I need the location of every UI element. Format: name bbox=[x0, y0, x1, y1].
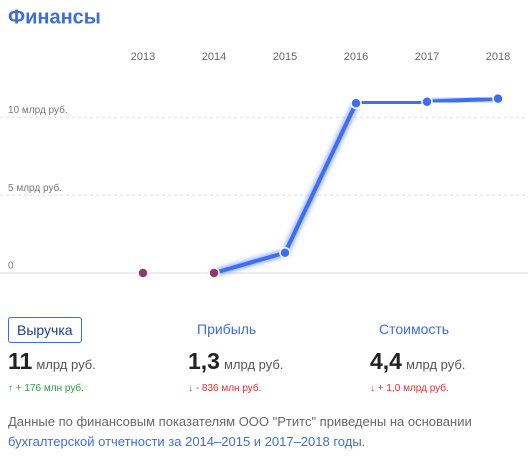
line-segment bbox=[354, 99, 429, 106]
metric-unit: млрд руб. bbox=[405, 357, 466, 372]
x-tick-label: 2016 bbox=[344, 51, 368, 63]
tab[interactable]: Выручка bbox=[8, 317, 82, 343]
y-tick-label: 5 млрд руб. bbox=[8, 182, 62, 194]
chart-title: Финансы bbox=[8, 6, 101, 28]
metric-unit: млрд руб. bbox=[36, 357, 96, 372]
y-tick-label: 10 млрд руб. bbox=[8, 104, 68, 116]
x-tick-label: 2017 bbox=[415, 51, 439, 63]
metric-unit: млрд руб. bbox=[223, 357, 284, 372]
line-segment bbox=[283, 101, 358, 255]
x-tick-label: 2013 bbox=[131, 51, 155, 63]
tab[interactable]: Прибыль bbox=[197, 321, 257, 337]
point bbox=[279, 247, 291, 259]
footnote-link[interactable]: бухгалтерской отчетности за 2014–2015 и … bbox=[8, 434, 362, 449]
line-segment bbox=[425, 96, 500, 104]
metric-change: ↑ + 176 млн руб. bbox=[8, 383, 84, 394]
metric: 1,3 млрд руб. ↓ - 836 млн руб. bbox=[188, 348, 283, 394]
footnote-text: Данные по финансовым показателям ООО "Рт… bbox=[8, 414, 472, 429]
metric-change: ↓ + 1,0 млрд руб. bbox=[370, 383, 449, 394]
point bbox=[492, 92, 504, 105]
metric-value: 4,4 bbox=[370, 348, 402, 374]
footnote-end: . bbox=[361, 434, 366, 449]
chart: Финансы 0 5 млрд руб. 10 млрд руб. 2013 2014… bbox=[0, 6, 528, 279]
metric: 11 млрд руб. ↑ + 176 млн руб. bbox=[8, 348, 96, 394]
point bbox=[137, 267, 149, 279]
metric-value: 1,3 bbox=[188, 348, 220, 374]
point bbox=[350, 97, 362, 110]
x-tick-label: 2014 bbox=[202, 51, 226, 63]
metric-value: 11 bbox=[8, 348, 33, 374]
tab[interactable]: Стоимость bbox=[379, 321, 450, 337]
point bbox=[208, 267, 220, 279]
metric-change: ↓ - 836 млн руб. bbox=[188, 383, 262, 394]
line-segment bbox=[212, 250, 287, 275]
metric: 4,4 млрд руб. ↓ + 1,0 млрд руб. bbox=[370, 348, 465, 394]
y-tick-label: 0 bbox=[8, 261, 14, 272]
footnote: Данные по финансовым показателям ООО "Рт… bbox=[8, 412, 520, 452]
x-tick-label: 2015 bbox=[273, 51, 297, 63]
x-tick-label: 2018 bbox=[486, 51, 510, 63]
point bbox=[421, 95, 433, 108]
